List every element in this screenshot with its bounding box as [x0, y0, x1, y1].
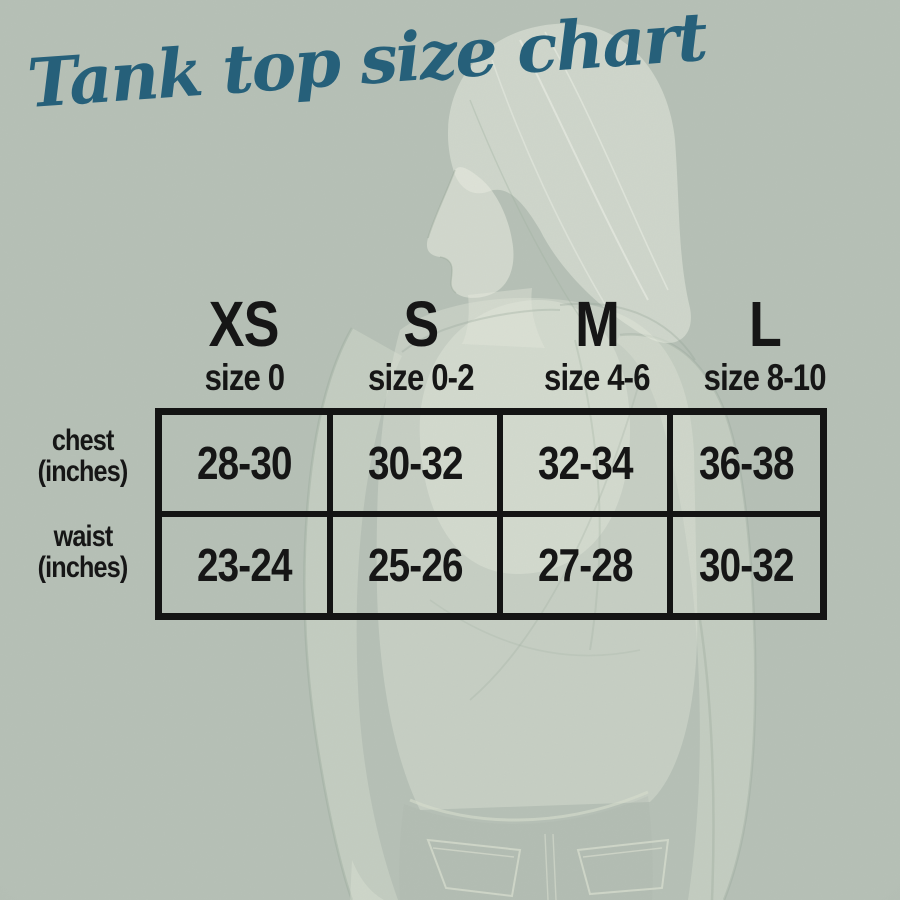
column-header-s: S size 0-2 — [333, 292, 509, 398]
row-label-chest-name: chest — [52, 423, 114, 457]
row-label-chest-unit: (inches) — [38, 455, 129, 488]
size-range-s: size 0-2 — [368, 357, 474, 398]
table-row-waist: 23-24 25-26 27-28 30-32 — [155, 511, 827, 620]
size-range-xs: size 0 — [204, 357, 284, 398]
row-label-waist: waist (inches) — [14, 504, 152, 600]
waist-l-cell: 30-32 — [667, 511, 827, 620]
size-label-xs: XS — [208, 288, 280, 360]
chest-xs-cell: 28-30 — [155, 408, 333, 517]
chest-l-cell: 36-38 — [667, 408, 827, 517]
row-label-waist-name: waist — [53, 519, 114, 553]
column-headers: XS size 0 S size 0-2 M size 4-6 L size 8… — [155, 292, 845, 398]
waist-xs-cell: 23-24 — [155, 511, 333, 620]
column-header-m: M size 4-6 — [509, 292, 685, 398]
table-row-chest: 28-30 30-32 32-34 36-38 — [155, 408, 827, 517]
row-label-chest: chest (inches) — [14, 408, 152, 504]
chest-s-cell: 30-32 — [327, 408, 503, 517]
column-header-xs: XS size 0 — [155, 292, 333, 398]
size-label-m: M — [575, 288, 620, 360]
size-label-l: L — [749, 288, 782, 360]
column-header-l: L size 8-10 — [685, 292, 845, 398]
chest-m-cell: 32-34 — [497, 408, 673, 517]
row-labels: chest (inches) waist (inches) — [14, 408, 152, 600]
size-range-m: size 4-6 — [544, 357, 650, 398]
size-range-l: size 8-10 — [703, 357, 827, 398]
waist-s-cell: 25-26 — [327, 511, 503, 620]
size-table: 28-30 30-32 32-34 36-38 23-24 25-26 27-2… — [155, 408, 827, 620]
row-label-waist-unit: (inches) — [38, 551, 129, 584]
waist-m-cell: 27-28 — [497, 511, 673, 620]
size-label-s: S — [403, 288, 439, 360]
